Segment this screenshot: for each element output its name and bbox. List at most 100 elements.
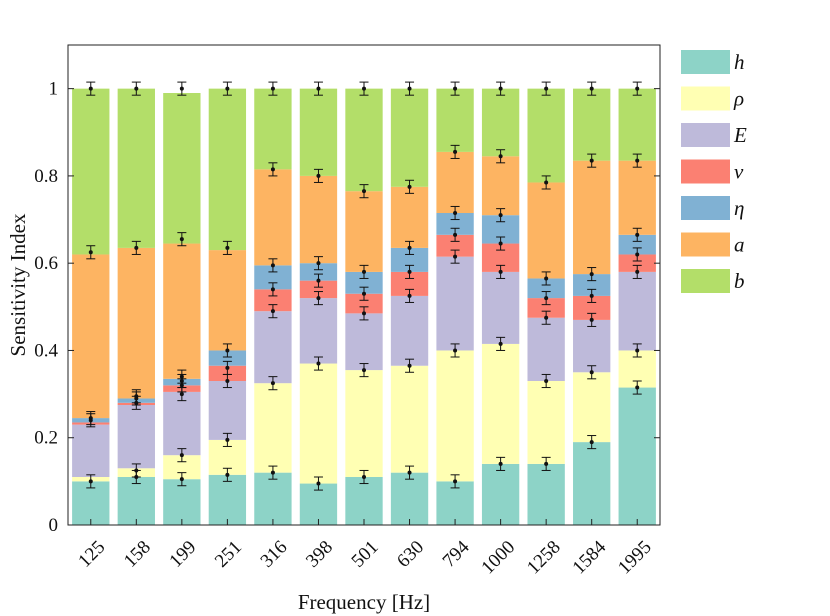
bar-segment-251-0 — [208, 474, 247, 525]
bar-segment-1584-6 — [573, 88, 611, 161]
error-bar-316-0 — [268, 465, 278, 480]
x-axis: 125 158 199 251 316 398 501 630 794 1000 1258 1584 1… — [74, 519, 656, 579]
legend-swatch — [681, 269, 730, 293]
error-bar-501-3 — [359, 286, 369, 301]
error-bar-630-2 — [405, 288, 415, 303]
bar-segment-1000-2 — [481, 271, 520, 344]
error-bar-794-6 — [450, 81, 460, 96]
bar-segment-501-0 — [345, 477, 383, 525]
error-bar-158-4 — [131, 389, 141, 404]
error-bar-1258-6 — [541, 81, 551, 96]
error-bar-1258-4 — [541, 271, 551, 286]
legend-label: η — [734, 196, 744, 220]
error-bar-1995-6 — [632, 81, 642, 96]
x-tick-label: 199 — [165, 537, 200, 572]
x-tick-label: 316 — [257, 537, 292, 572]
legend-item: η — [681, 196, 744, 220]
error-bar-1000-3 — [496, 236, 506, 251]
bar-segment-630-1 — [390, 365, 429, 473]
bar-segment-1995-4 — [618, 234, 656, 255]
bar-segment-398-3 — [299, 280, 338, 299]
bar-segment-199-6 — [163, 93, 201, 244]
error-bar-158-6 — [131, 81, 141, 96]
error-bar-794-0 — [450, 474, 460, 489]
y-tick-label: 0.6 — [34, 253, 58, 274]
error-bar-1995-3 — [632, 247, 642, 262]
error-bar-501-5 — [359, 184, 369, 199]
bar-segment-1995-6 — [618, 88, 656, 161]
error-bar-501-0 — [359, 469, 369, 485]
error-bar-398-2 — [313, 291, 323, 306]
error-bar-199-0 — [177, 472, 187, 487]
bar-segment-125-6 — [72, 88, 110, 255]
error-bar-1258-3 — [541, 291, 551, 306]
legend-label: a — [734, 233, 745, 257]
bar-segment-794-3 — [436, 234, 474, 257]
x-tick-label: 125 — [74, 537, 109, 572]
error-bar-316-1 — [268, 376, 278, 391]
legend-item: h — [681, 50, 745, 74]
bar-segment-316-5 — [254, 169, 292, 266]
bar-segment-125-0 — [72, 481, 110, 525]
bar-segment-199-5 — [163, 243, 201, 379]
bar-segment-1584-5 — [573, 160, 611, 275]
legend-label: ν — [734, 160, 744, 184]
error-bar-794-2 — [450, 249, 460, 264]
bar-segment-316-2 — [254, 311, 292, 384]
bar-segment-794-2 — [436, 256, 474, 351]
y-tick-label: 0.4 — [34, 340, 58, 361]
error-bar-316-5 — [268, 162, 278, 177]
error-bar-199-5 — [177, 369, 187, 384]
bar-segment-1258-4 — [527, 278, 565, 299]
bar-segment-251-2 — [208, 381, 247, 440]
bar-segment-398-4 — [299, 263, 338, 281]
y-tick-label: 1 — [49, 79, 59, 100]
bar-segment-1258-5 — [527, 182, 565, 279]
bar-segment-794-6 — [436, 88, 474, 152]
bar-segment-1995-2 — [618, 271, 656, 351]
bar-segment-1584-0 — [573, 442, 611, 525]
legend-item: a — [681, 232, 745, 257]
x-tick-label: 1258 — [523, 537, 565, 579]
bar-segment-1000-0 — [481, 463, 520, 525]
bar-segment-794-4 — [436, 213, 474, 235]
bar-segment-398-6 — [299, 88, 338, 176]
bar-segment-1000-5 — [481, 156, 520, 216]
bar-segment-1995-0 — [618, 387, 656, 525]
bar-segment-794-5 — [436, 151, 474, 213]
legend-swatch — [681, 123, 730, 147]
bar-segment-794-0 — [436, 481, 474, 525]
error-bar-251-5 — [222, 240, 232, 255]
bar-segment-316-0 — [254, 472, 292, 525]
bar-segment-501-2 — [345, 313, 383, 371]
bar-segment-501-4 — [345, 271, 383, 294]
error-bar-1000-4 — [496, 208, 506, 223]
bar-segment-501-5 — [345, 191, 383, 272]
error-bar-398-5 — [313, 168, 323, 183]
error-bar-1995-2 — [632, 264, 642, 279]
error-bar-794-1 — [450, 343, 460, 358]
bars-group — [72, 88, 656, 525]
bar-segment-1258-1 — [527, 381, 565, 464]
y-axis-title: Sensitivity Index — [6, 213, 30, 356]
x-tick-label: 1995 — [614, 537, 656, 579]
error-bar-630-1 — [405, 358, 415, 373]
error-bar-125-2 — [86, 411, 96, 426]
legend-label: E — [733, 123, 747, 147]
error-bar-1584-1 — [587, 365, 597, 380]
error-bar-1258-0 — [541, 456, 551, 471]
legend-swatch — [681, 196, 730, 220]
legend-item: E — [681, 123, 747, 147]
bar-segment-1584-1 — [573, 372, 611, 443]
error-bar-125-3 — [86, 245, 96, 260]
bar-segment-251-6 — [208, 88, 247, 251]
error-bar-794-5 — [450, 144, 460, 159]
bar-segment-794-1 — [436, 350, 474, 482]
error-bar-630-0 — [405, 465, 415, 480]
error-bar-199-6 — [177, 232, 187, 247]
error-bar-398-6 — [313, 81, 323, 96]
error-bar-501-1 — [359, 363, 369, 378]
error-bar-398-1 — [313, 356, 323, 371]
error-bar-1995-0 — [632, 380, 642, 395]
bar-segment-1258-2 — [527, 317, 565, 381]
